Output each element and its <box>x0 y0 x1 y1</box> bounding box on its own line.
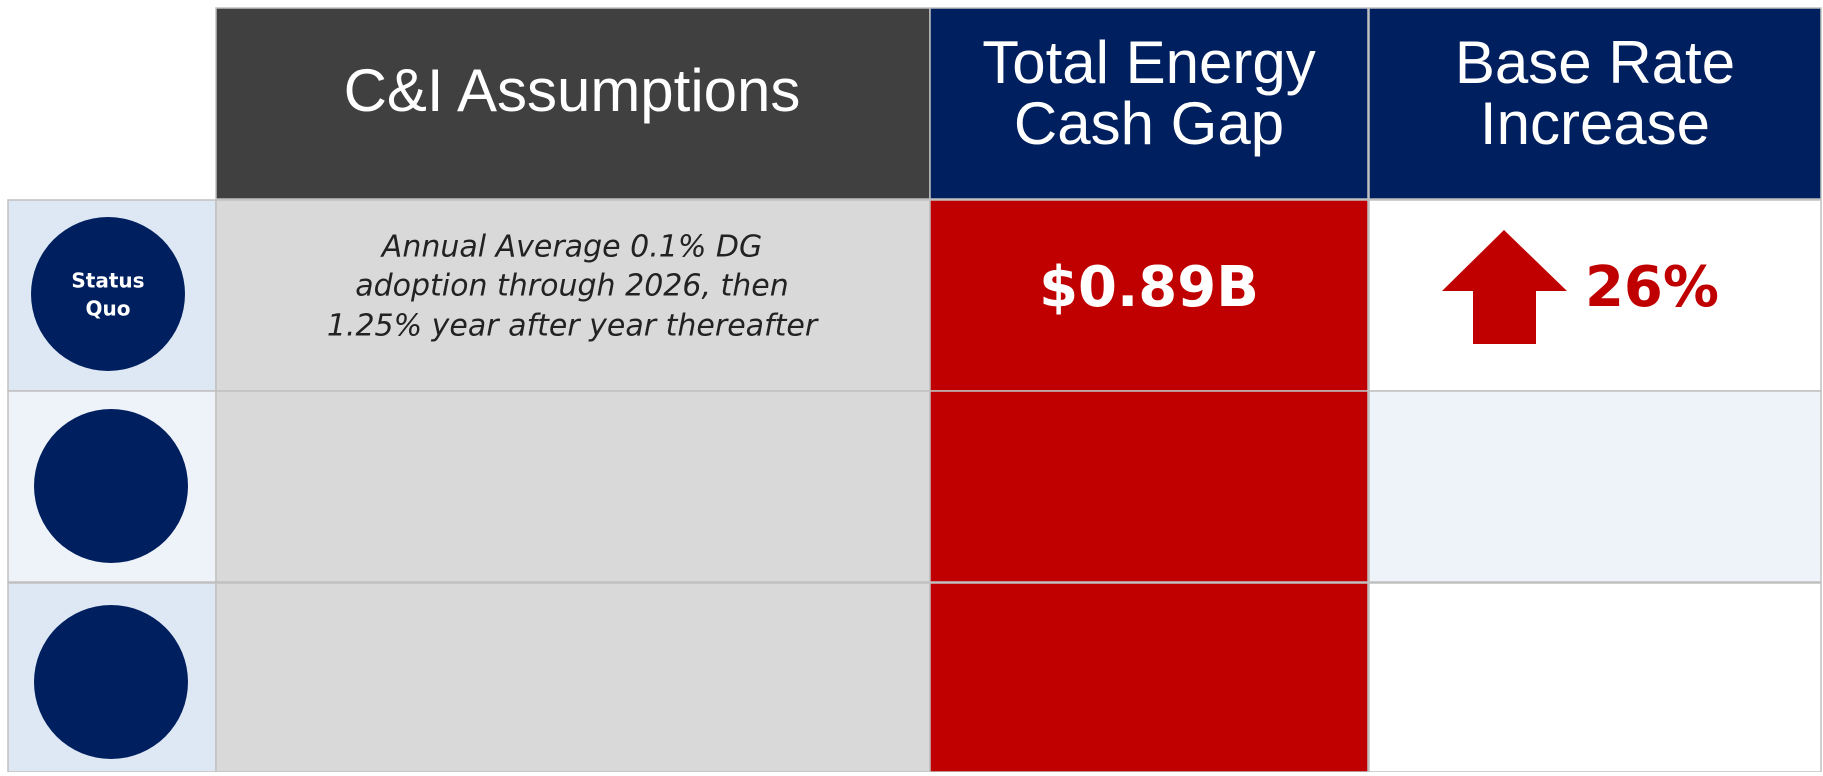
row-badge <box>34 605 188 759</box>
header-cell <box>1368 7 1822 200</box>
assumption-text: adoption through 2026, then <box>355 269 789 304</box>
rate-increase-value: 26% <box>1585 255 1719 320</box>
row-badge <box>34 409 188 563</box>
rate-cell <box>1368 199 1822 392</box>
assumption-cell <box>215 199 931 392</box>
header-text: Total Energy <box>982 29 1316 96</box>
assumption-text: 1.25% year after year thereafter <box>327 309 819 344</box>
row-badge <box>31 217 185 371</box>
header-text: Cash Gap <box>1014 90 1284 157</box>
row-label: Status <box>71 269 144 293</box>
cash-gap-cell <box>929 582 1369 773</box>
header-text: Base Rate <box>1455 29 1735 96</box>
assumption-cell <box>215 390 931 583</box>
rate-cell <box>1368 582 1822 773</box>
header-text: Increase <box>1480 90 1710 157</box>
header-text: C&I Assumptions <box>344 57 801 124</box>
assumption-text: Annual Average 0.1% DG <box>380 230 762 265</box>
header-cell <box>929 7 1369 200</box>
assumption-cell <box>215 582 931 773</box>
cash-gap-cell <box>929 390 1369 583</box>
rate-cell <box>1368 390 1822 583</box>
up-arrow <box>1442 230 1567 344</box>
header-cell <box>215 7 931 200</box>
cash-gap-cell <box>929 199 1369 392</box>
row-label: Quo <box>86 297 131 321</box>
cash-gap-value: $0.89B <box>1039 255 1259 320</box>
